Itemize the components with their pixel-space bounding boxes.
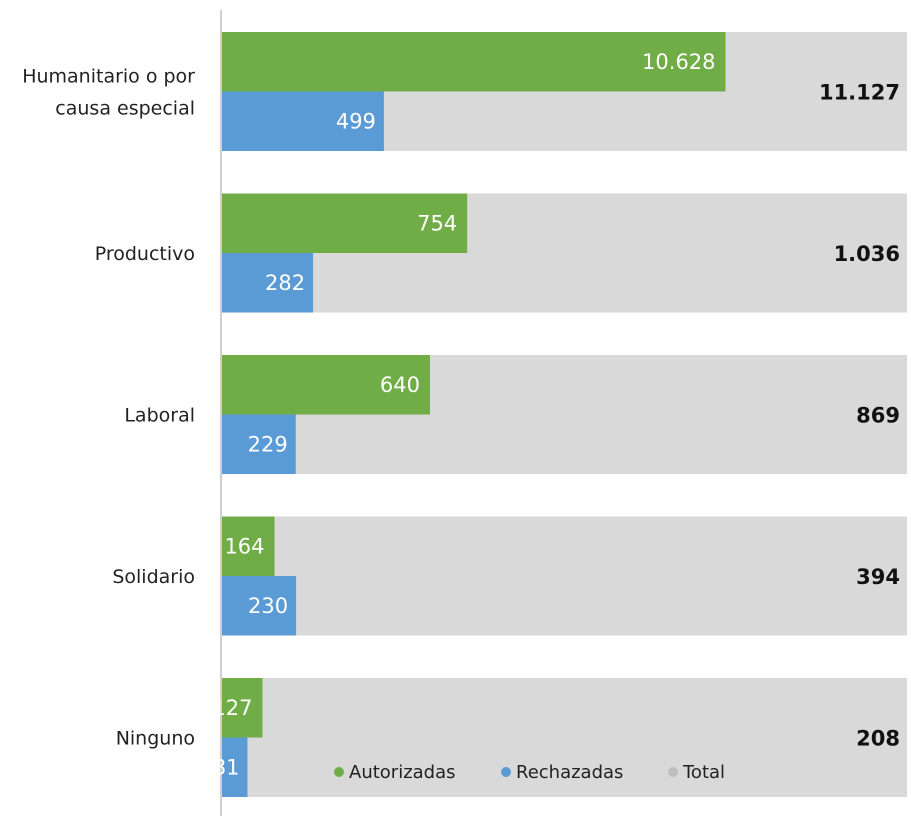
- bar-autorizadas: [221, 516, 275, 576]
- data-label-autorizadas: 10.628: [642, 50, 715, 74]
- data-label-autorizadas: 640: [380, 373, 420, 397]
- legend-entry: Autorizadas: [349, 762, 456, 783]
- data-label-rechazadas: 499: [336, 109, 376, 133]
- bar-total: [221, 516, 907, 636]
- legend-marker: [668, 767, 678, 777]
- data-label-rechazadas: 229: [248, 432, 288, 456]
- data-label-autorizadas: 754: [417, 211, 457, 235]
- bar-rechazadas: [221, 91, 384, 151]
- data-label-rechazadas: 81: [213, 755, 240, 779]
- bar-autorizadas: [221, 355, 430, 415]
- bar-rechazadas: [221, 576, 297, 636]
- data-label-autorizadas: 164: [224, 534, 264, 558]
- bar-autorizadas: [221, 32, 726, 92]
- category-label: Ninguno: [116, 728, 195, 750]
- category-label: Solidario: [112, 566, 195, 588]
- bar-autorizadas: [221, 193, 468, 253]
- category-label: Laboral: [124, 405, 195, 427]
- legend: Autorizadas Rechazadas Total: [334, 762, 725, 783]
- data-label-total: 11.127: [819, 81, 900, 105]
- legend-entry: Total: [682, 762, 725, 783]
- legend-marker: [334, 767, 344, 777]
- category-label: Productivo: [95, 243, 195, 265]
- data-label-total: 1.036: [834, 242, 900, 266]
- labels-group: 10.628 499 11.127 Humanitario o por causa es…: [22, 50, 900, 780]
- data-label-total: 208: [856, 727, 900, 751]
- bar-total: [221, 678, 907, 797]
- bar-rechazadas: [221, 253, 314, 313]
- legend-entry: Rechazadas: [516, 762, 623, 783]
- data-label-total: 394: [856, 565, 900, 589]
- bar-rechazadas: [221, 737, 248, 797]
- data-label-total: 869: [856, 404, 900, 428]
- legend-marker: [501, 767, 511, 777]
- data-label-rechazadas: 282: [265, 271, 305, 295]
- data-label-rechazadas: 230: [248, 594, 288, 618]
- bar-rechazadas: [221, 414, 296, 474]
- bar-autorizadas: [221, 678, 263, 738]
- data-label-autorizadas: 127: [212, 696, 252, 720]
- bars-group: [221, 32, 907, 797]
- category-label: Humanitario o por causa especial: [22, 66, 195, 120]
